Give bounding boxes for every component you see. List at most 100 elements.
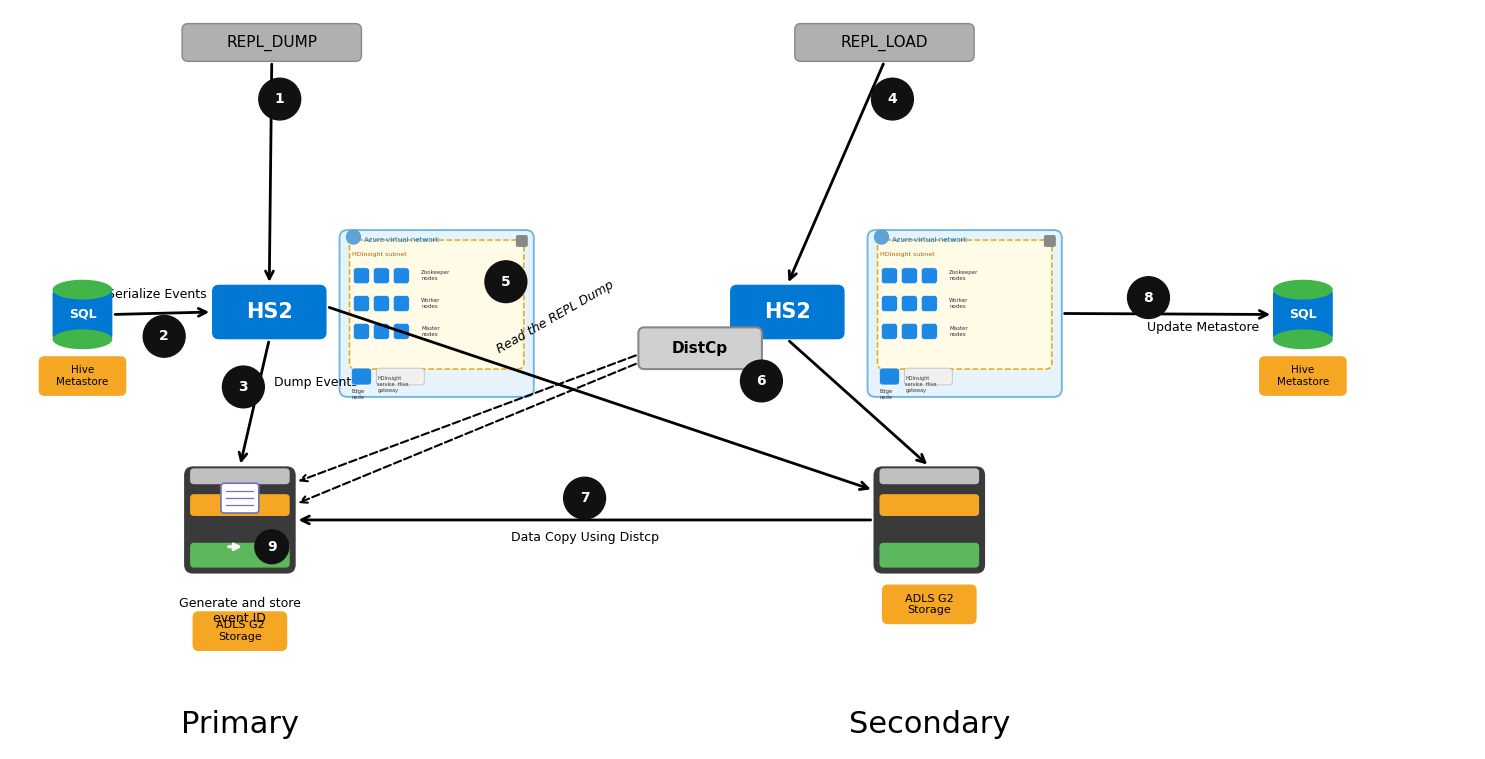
FancyBboxPatch shape (394, 323, 410, 339)
Text: REPL_DUMP: REPL_DUMP (226, 34, 318, 51)
FancyBboxPatch shape (921, 323, 937, 339)
FancyBboxPatch shape (353, 323, 370, 339)
Text: HDInsight subnet: HDInsight subnet (881, 252, 936, 257)
Text: REPL_LOAD: REPL_LOAD (841, 34, 928, 51)
Text: Edge
node: Edge node (352, 389, 365, 400)
Text: Edge
node: Edge node (879, 389, 892, 400)
FancyBboxPatch shape (731, 285, 845, 339)
Circle shape (143, 316, 186, 357)
Text: Hive
Metastore: Hive Metastore (56, 365, 108, 387)
Text: Secondary: Secondary (848, 710, 1010, 739)
FancyBboxPatch shape (1259, 356, 1347, 396)
Text: HDInsight subnet: HDInsight subnet (352, 252, 407, 257)
FancyBboxPatch shape (394, 268, 410, 284)
Text: Hive
Metastore: Hive Metastore (1277, 365, 1329, 387)
Text: Worker
nodes: Worker nodes (949, 298, 968, 309)
FancyBboxPatch shape (373, 268, 389, 284)
Ellipse shape (52, 329, 113, 349)
Text: 8: 8 (1143, 291, 1154, 304)
Text: Master
nodes: Master nodes (949, 326, 968, 337)
Text: HDInsight
service  Hive
gateway: HDInsight service Hive gateway (377, 376, 408, 392)
Text: ADLS G2
Storage: ADLS G2 Storage (215, 620, 264, 642)
Ellipse shape (1273, 329, 1332, 349)
Circle shape (564, 477, 606, 519)
FancyBboxPatch shape (879, 368, 900, 385)
Circle shape (741, 360, 783, 402)
Text: Azure virtual network: Azure virtual network (364, 237, 440, 243)
Text: Data Copy Using Distcp: Data Copy Using Distcp (511, 531, 658, 544)
FancyBboxPatch shape (921, 268, 937, 284)
FancyBboxPatch shape (190, 543, 290, 568)
FancyBboxPatch shape (882, 295, 897, 311)
FancyBboxPatch shape (904, 368, 952, 385)
FancyBboxPatch shape (190, 468, 290, 484)
Text: Update Metastore: Update Metastore (1148, 321, 1259, 334)
FancyBboxPatch shape (353, 268, 370, 284)
FancyBboxPatch shape (184, 466, 296, 574)
FancyBboxPatch shape (193, 611, 287, 651)
FancyBboxPatch shape (794, 24, 974, 61)
Text: 2: 2 (159, 329, 169, 343)
Text: 1: 1 (275, 92, 285, 106)
FancyBboxPatch shape (183, 24, 361, 61)
FancyBboxPatch shape (1273, 290, 1332, 339)
Text: Master
nodes: Master nodes (422, 326, 440, 337)
Text: 7: 7 (579, 491, 590, 505)
Text: Zookeeper
nodes: Zookeeper nodes (422, 270, 450, 281)
Circle shape (255, 530, 288, 564)
Text: 4: 4 (888, 92, 897, 106)
Text: 6: 6 (757, 374, 766, 388)
FancyBboxPatch shape (52, 290, 113, 339)
Ellipse shape (1273, 280, 1332, 300)
Text: DistCp: DistCp (673, 341, 728, 356)
FancyBboxPatch shape (340, 230, 533, 397)
Text: 5: 5 (500, 275, 511, 288)
Text: 3: 3 (239, 380, 248, 394)
Text: Dump Events: Dump Events (275, 376, 358, 389)
FancyBboxPatch shape (373, 323, 389, 339)
FancyBboxPatch shape (901, 323, 918, 339)
Text: Primary: Primary (181, 710, 298, 739)
FancyBboxPatch shape (901, 295, 918, 311)
FancyBboxPatch shape (1044, 235, 1056, 247)
Text: Generate and store
event ID: Generate and store event ID (180, 597, 301, 625)
FancyBboxPatch shape (349, 240, 524, 369)
FancyBboxPatch shape (376, 368, 425, 385)
FancyBboxPatch shape (873, 466, 985, 574)
Circle shape (223, 366, 264, 408)
FancyBboxPatch shape (353, 295, 370, 311)
FancyBboxPatch shape (352, 368, 371, 385)
Circle shape (872, 78, 913, 120)
FancyBboxPatch shape (39, 356, 126, 396)
FancyBboxPatch shape (515, 235, 527, 247)
Circle shape (875, 230, 888, 244)
Circle shape (346, 230, 361, 244)
FancyBboxPatch shape (882, 323, 897, 339)
Text: Read the REPL Dump: Read the REPL Dump (495, 279, 616, 356)
FancyBboxPatch shape (901, 268, 918, 284)
FancyBboxPatch shape (879, 543, 979, 568)
Text: HS2: HS2 (247, 302, 293, 322)
FancyBboxPatch shape (878, 240, 1051, 369)
FancyBboxPatch shape (879, 468, 979, 484)
Text: SQL: SQL (68, 308, 97, 321)
FancyBboxPatch shape (639, 327, 762, 369)
FancyBboxPatch shape (867, 230, 1062, 397)
Circle shape (258, 78, 300, 120)
Text: Worker
nodes: Worker nodes (422, 298, 441, 309)
Text: 9: 9 (267, 540, 276, 554)
Text: HS2: HS2 (763, 302, 811, 322)
FancyBboxPatch shape (373, 295, 389, 311)
FancyBboxPatch shape (882, 268, 897, 284)
FancyBboxPatch shape (212, 285, 327, 339)
Circle shape (486, 261, 527, 303)
Text: HDInsight
service  Hive
gateway: HDInsight service Hive gateway (906, 376, 937, 392)
Text: ADLS G2
Storage: ADLS G2 Storage (904, 594, 953, 615)
FancyBboxPatch shape (921, 295, 937, 311)
Ellipse shape (52, 280, 113, 300)
Circle shape (1127, 277, 1169, 319)
Text: SQL: SQL (1289, 308, 1317, 321)
FancyBboxPatch shape (882, 584, 977, 624)
FancyBboxPatch shape (879, 494, 979, 516)
FancyBboxPatch shape (221, 483, 258, 513)
